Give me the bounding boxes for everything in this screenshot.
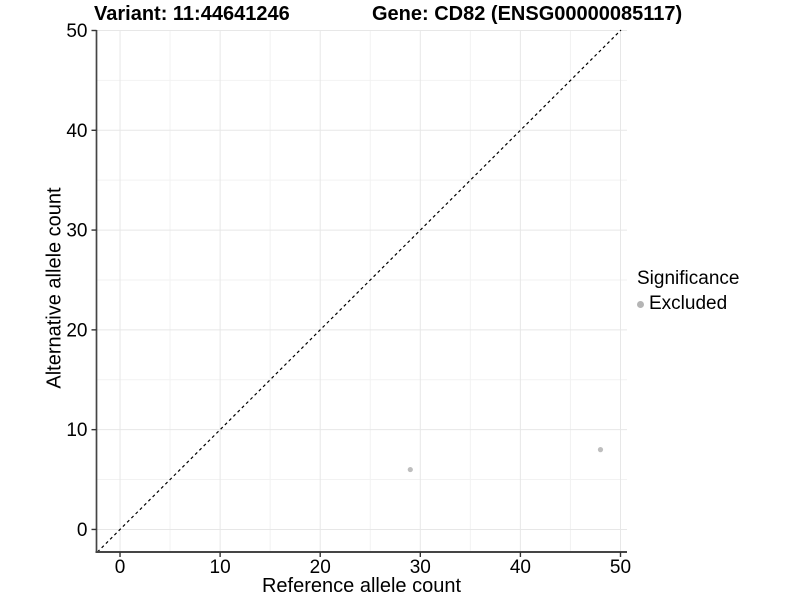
x-axis-label: Reference allele count (261, 575, 461, 597)
x-tick-label: 30 (410, 557, 431, 578)
legend-item-label: Excluded (649, 293, 728, 314)
legend: Significance Excluded (637, 268, 739, 315)
legend-item-excluded: Excluded (637, 293, 739, 315)
x-tick-label: 10 (210, 557, 231, 578)
x-tick-label: 0 (115, 557, 126, 578)
gene-title: Gene: CD82 (ENSG00000085117) (372, 3, 683, 25)
y-tick-label: 0 (77, 520, 88, 541)
legend-title: Significance (637, 268, 740, 289)
x-tick-label: 40 (510, 557, 531, 578)
y-axis-label: Alternative allele count (43, 187, 66, 389)
identity-line (96, 29, 622, 553)
x-tick-label: 50 (610, 557, 631, 578)
y-tick-label: 20 (66, 320, 87, 341)
x-tick-label: 20 (310, 557, 331, 578)
y-tick-label: 40 (66, 121, 87, 142)
y-tick-label: 50 (66, 21, 87, 42)
legend-key-dot (637, 300, 644, 308)
data-point (597, 447, 604, 453)
y-tick-label: 30 (66, 221, 87, 242)
variant-title: Variant: 11:44641246 (94, 3, 290, 25)
data-point (407, 466, 413, 473)
y-tick-label: 10 (66, 420, 87, 441)
